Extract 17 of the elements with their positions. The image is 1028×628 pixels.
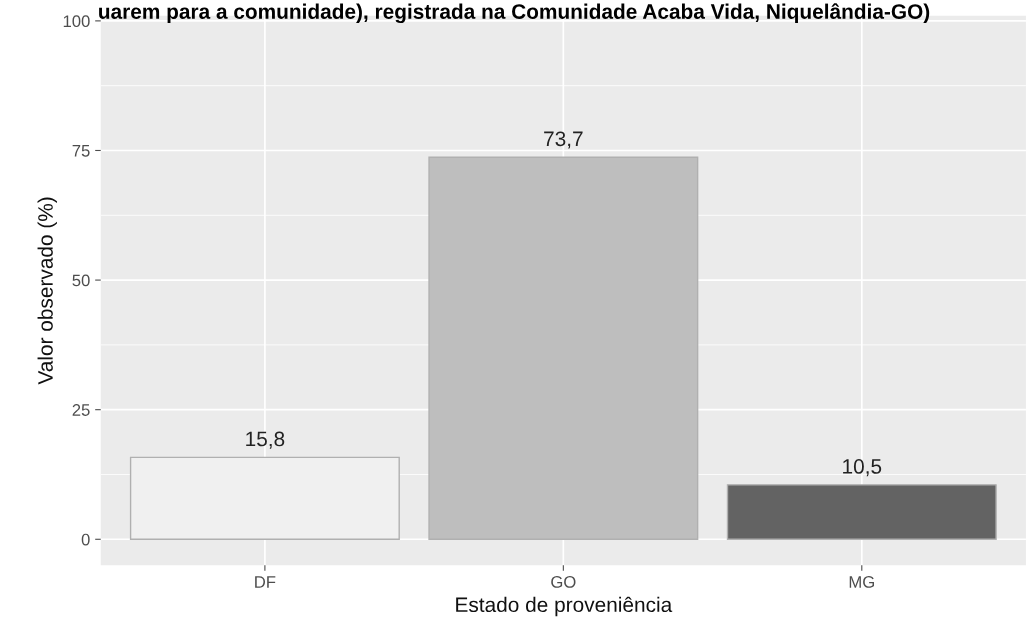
y-tick-label: 50: [72, 274, 90, 287]
x-axis-title: Estado de proveniência: [456, 596, 673, 617]
y-tick-label: 75: [72, 145, 90, 157]
data-label: 15,8: [246, 431, 285, 449]
x-tick-label: MG: [849, 576, 874, 588]
data-label: 73,7: [544, 131, 583, 149]
chart-title: uarem para a comunidade), registrada na Comunidade Acaba Vida, Niquelândia-GO): [99, 3, 930, 24]
y-axis-title: Valor observado (%): [37, 197, 57, 385]
data-label: 10,5: [843, 459, 882, 477]
x-tick-label: GO: [551, 576, 576, 588]
bar: [726, 484, 997, 540]
y-tick-label: 100: [63, 15, 90, 28]
bar: [129, 456, 400, 540]
bar: [428, 156, 699, 540]
x-tick-label: DF: [255, 576, 276, 588]
y-tick-label: 0: [81, 533, 90, 546]
y-tick-label: 25: [72, 404, 90, 416]
